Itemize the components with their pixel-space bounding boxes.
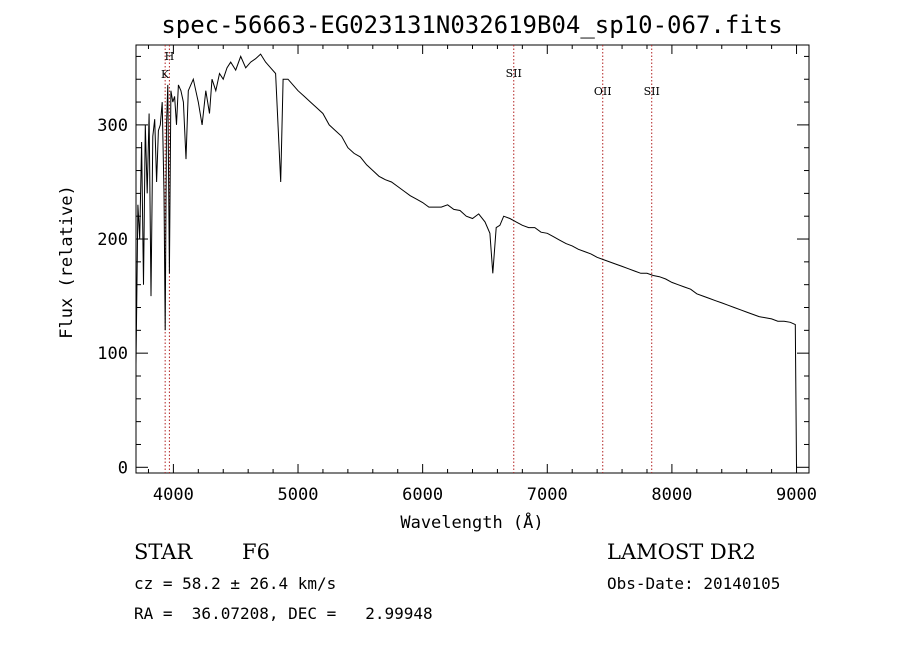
obs-date: Obs-Date: 20140105 xyxy=(607,574,780,593)
line-marker-label: OII xyxy=(594,85,612,98)
chart-title: spec-56663-EG023131N032619B04_sp10-067.f… xyxy=(161,11,782,39)
spectrum-line xyxy=(135,53,797,468)
survey-name: LAMOST DR2 xyxy=(607,540,756,564)
x-tick-label: 6000 xyxy=(402,485,443,505)
x-tick-label: 8000 xyxy=(651,485,692,505)
x-tick-label: 5000 xyxy=(278,485,319,505)
y-tick-label: 0 xyxy=(118,458,128,478)
line-marker-label: SII xyxy=(644,85,660,98)
object-subclass: F6 xyxy=(242,540,270,564)
line-marker-label: H xyxy=(165,50,175,63)
line-marker-label: K xyxy=(161,68,170,81)
plot-frame xyxy=(135,44,810,474)
x-axis-label: Wavelength (Å) xyxy=(400,511,543,533)
y-axis-label: Flux (relative) xyxy=(57,185,77,339)
y-tick-label: 300 xyxy=(97,116,128,136)
emission-line-markers: KH SII OII SII xyxy=(161,45,660,473)
y-tick-label: 200 xyxy=(97,230,128,250)
object-class: STAR xyxy=(134,540,193,564)
x-tick-label: 7000 xyxy=(527,485,568,505)
ra-dec: RA = 36.07208, DEC = 2.99948 xyxy=(134,604,433,623)
y-tick-label: 100 xyxy=(97,344,128,364)
axis-ticks: 4000 5000 6000 7000 8000 9000 0 100 200 300 xyxy=(97,45,817,505)
line-marker-label: SII xyxy=(506,67,522,80)
redshift-cz: cz = 58.2 ± 26.4 km/s xyxy=(134,574,336,593)
x-tick-label: 4000 xyxy=(153,485,194,505)
x-tick-label: 9000 xyxy=(776,485,817,505)
